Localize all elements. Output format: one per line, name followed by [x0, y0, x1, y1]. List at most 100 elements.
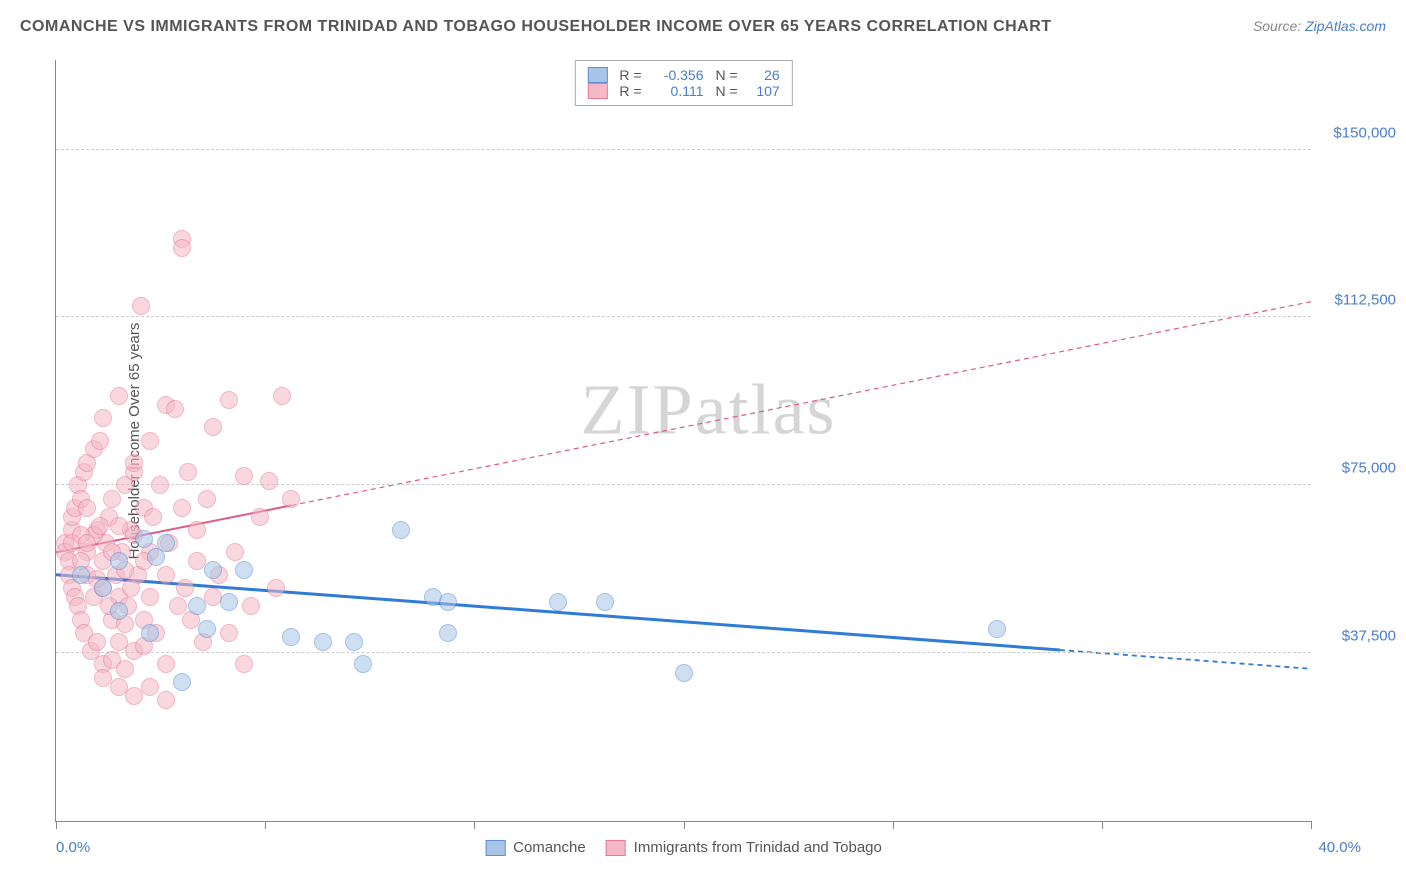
scatter-point: [173, 673, 191, 691]
scatter-point: [91, 517, 109, 535]
series-legend: Comanche Immigrants from Trinidad and Tob…: [485, 839, 882, 856]
n-label: N =: [716, 67, 738, 83]
scatter-point: [157, 691, 175, 709]
scatter-point: [988, 620, 1006, 638]
scatter-point: [78, 534, 96, 552]
scatter-point: [273, 387, 291, 405]
x-tick: [1102, 821, 1103, 829]
x-axis-min-label: 0.0%: [56, 839, 90, 856]
scatter-point: [144, 508, 162, 526]
watermark: ZIPatlas: [581, 369, 837, 452]
gridline: [56, 652, 1311, 653]
chart-title: COMANCHE VS IMMIGRANTS FROM TRINIDAD AND…: [20, 18, 1052, 36]
scatter-point: [173, 239, 191, 257]
scatter-point: [314, 633, 332, 651]
n-value: 107: [750, 83, 780, 99]
series-legend-item: Comanche: [485, 839, 586, 856]
x-tick: [474, 821, 475, 829]
scatter-point: [345, 633, 363, 651]
scatter-point: [110, 387, 128, 405]
r-value: 0.111: [654, 83, 704, 99]
scatter-point: [110, 517, 128, 535]
scatter-point: [188, 521, 206, 539]
scatter-point: [91, 432, 109, 450]
scatter-point: [147, 548, 165, 566]
scatter-point: [157, 566, 175, 584]
scatter-point: [72, 566, 90, 584]
scatter-point: [151, 476, 169, 494]
scatter-point: [94, 409, 112, 427]
correlation-legend-row: R = 0.111 N = 107: [587, 83, 779, 99]
n-value: 26: [750, 67, 780, 83]
scatter-point: [220, 593, 238, 611]
r-value: -0.356: [654, 67, 704, 83]
source-prefix: Source:: [1253, 18, 1305, 34]
scatter-point: [267, 579, 285, 597]
scatter-point: [220, 391, 238, 409]
scatter-point: [141, 588, 159, 606]
scatter-point: [198, 490, 216, 508]
scatter-point: [78, 499, 96, 517]
scatter-point: [596, 593, 614, 611]
r-label: R =: [619, 83, 641, 99]
scatter-point: [166, 400, 184, 418]
legend-swatch: [485, 840, 505, 856]
scatter-point: [94, 669, 112, 687]
source-link[interactable]: ZipAtlas.com: [1305, 18, 1386, 34]
scatter-point: [110, 552, 128, 570]
scatter-point: [235, 561, 253, 579]
gridline: [56, 316, 1311, 317]
y-tick-label: $150,000: [1333, 124, 1396, 141]
legend-swatch: [606, 840, 626, 856]
legend-swatch: [587, 83, 607, 99]
scatter-point: [135, 530, 153, 548]
scatter-point: [220, 624, 238, 642]
scatter-point: [157, 655, 175, 673]
scatter-point: [354, 655, 372, 673]
scatter-point: [242, 597, 260, 615]
scatter-point: [675, 664, 693, 682]
scatter-point: [251, 508, 269, 526]
scatter-point: [439, 624, 457, 642]
scatter-point: [176, 579, 194, 597]
scatter-point: [226, 543, 244, 561]
y-tick-label: $37,500: [1342, 628, 1396, 645]
scatter-point: [173, 499, 191, 517]
legend-swatch: [587, 67, 607, 83]
scatter-point: [141, 432, 159, 450]
scatter-point: [141, 678, 159, 696]
scatter-point: [204, 561, 222, 579]
scatter-point: [141, 624, 159, 642]
y-tick-label: $112,500: [1335, 292, 1396, 309]
x-tick: [265, 821, 266, 829]
correlation-legend: R = -0.356 N = 26 R = 0.111 N = 107: [574, 60, 792, 106]
source-attribution: Source: ZipAtlas.com: [1253, 18, 1386, 34]
scatter-point: [282, 628, 300, 646]
scatter-point: [392, 521, 410, 539]
scatter-point: [122, 579, 140, 597]
x-tick: [684, 821, 685, 829]
scatter-point: [94, 579, 112, 597]
r-label: R =: [619, 67, 641, 83]
n-label: N =: [716, 83, 738, 99]
trendlines-svg: [56, 60, 1311, 821]
y-tick-label: $75,000: [1342, 460, 1396, 477]
scatter-point: [235, 655, 253, 673]
scatter-point: [125, 687, 143, 705]
scatter-point: [260, 472, 278, 490]
scatter-point: [132, 297, 150, 315]
scatter-point: [125, 454, 143, 472]
scatter-point: [188, 597, 206, 615]
scatter-point: [179, 463, 197, 481]
series-legend-item: Immigrants from Trinidad and Tobago: [606, 839, 882, 856]
scatter-point: [549, 593, 567, 611]
gridline: [56, 149, 1311, 150]
correlation-legend-row: R = -0.356 N = 26: [587, 67, 779, 83]
scatter-point: [198, 620, 216, 638]
scatter-point: [282, 490, 300, 508]
scatter-point: [235, 467, 253, 485]
scatter-point: [439, 593, 457, 611]
chart-plot-area: Householder Income Over 65 years ZIPatla…: [55, 60, 1311, 822]
series-legend-label: Comanche: [513, 839, 586, 856]
scatter-point: [204, 418, 222, 436]
